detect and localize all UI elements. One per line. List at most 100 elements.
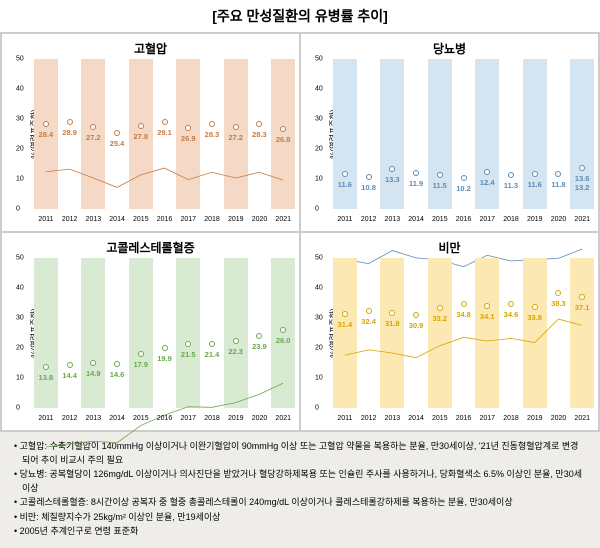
data-label: 11.3 <box>504 181 518 190</box>
x-tick: 2011 <box>333 415 357 422</box>
data-label: 31.8 <box>385 319 400 328</box>
x-tick: 2012 <box>58 216 82 223</box>
data-label: 31.4 <box>338 320 353 329</box>
data-label: 27.2 <box>86 133 101 142</box>
data-point <box>508 172 514 178</box>
data-label: 10.8 <box>361 183 376 192</box>
x-tick: 2018 <box>200 415 224 422</box>
data-point <box>209 121 215 127</box>
y-tick: 40 <box>315 86 323 93</box>
data-point <box>484 303 490 309</box>
data-point <box>67 119 73 125</box>
data-label: 30.9 <box>409 321 424 330</box>
plot-hypertension: %(연령표준화)0102030405028.428.927.225.427.82… <box>34 59 295 209</box>
y-tick: 20 <box>16 146 24 153</box>
data-label: 26.0 <box>276 336 291 345</box>
data-point <box>437 172 443 178</box>
data-point <box>366 174 372 180</box>
x-tick: 2014 <box>105 216 129 223</box>
x-tick: 2019 <box>523 415 547 422</box>
data-point <box>461 175 467 181</box>
y-tick: 30 <box>315 315 323 322</box>
x-tick: 2015 <box>428 216 452 223</box>
data-label: 14.6 <box>110 370 125 379</box>
y-tick: 30 <box>16 315 24 322</box>
data-label: 34.6 <box>504 310 519 319</box>
y-tick: 20 <box>315 345 323 352</box>
x-tick: 2014 <box>404 216 428 223</box>
data-point <box>114 361 120 367</box>
data-label: 21.4 <box>205 350 220 359</box>
y-tick: 40 <box>16 86 24 93</box>
data-label: 27.2 <box>228 133 243 142</box>
data-point <box>162 345 168 351</box>
data-label: 10.2 <box>456 184 471 193</box>
data-label: 21.5 <box>181 350 196 359</box>
data-label: 32.4 <box>361 317 376 326</box>
data-label: 27.8 <box>133 132 148 141</box>
data-point <box>233 338 239 344</box>
data-label: 23.9 <box>252 342 267 351</box>
x-tick: 2013 <box>81 216 105 223</box>
data-label: 37.1 <box>575 303 590 312</box>
data-label: 11.5 <box>433 181 447 190</box>
data-label: 14.9 <box>86 369 101 378</box>
data-point <box>138 351 144 357</box>
data-point <box>555 171 561 177</box>
y-tick: 0 <box>315 206 319 213</box>
data-point <box>90 360 96 366</box>
data-point <box>43 121 49 127</box>
data-label: 28.3 <box>205 130 220 139</box>
y-tick: 20 <box>16 345 24 352</box>
y-tick: 40 <box>315 285 323 292</box>
x-tick: 2016 <box>153 415 177 422</box>
x-tick: 2020 <box>547 216 571 223</box>
x-tick: 2018 <box>499 216 523 223</box>
data-point <box>43 364 49 370</box>
x-tick: 2013 <box>380 216 404 223</box>
data-point <box>233 124 239 130</box>
x-tick: 2020 <box>248 216 272 223</box>
x-tick: 2015 <box>428 415 452 422</box>
plot-diabetes: %(연령표준화)0102030405011.610.813.311.911.51… <box>333 59 594 209</box>
x-tick: 2016 <box>452 415 476 422</box>
data-point <box>185 341 191 347</box>
x-tick: 2012 <box>357 216 381 223</box>
plot-obesity: %(연령표준화)0102030405031.432.431.830.933.23… <box>333 258 594 408</box>
y-tick: 0 <box>16 405 20 412</box>
data-point <box>114 130 120 136</box>
data-label: 26.9 <box>181 134 196 143</box>
data-point <box>461 301 467 307</box>
data-label: 13.8 <box>39 373 54 382</box>
data-point <box>389 310 395 316</box>
data-point <box>256 333 262 339</box>
y-tick: 10 <box>16 375 24 382</box>
data-label: 11.6 <box>338 180 352 189</box>
data-point <box>342 311 348 317</box>
chart-grid: 고혈압%(연령표준화)0102030405028.428.927.225.427… <box>0 33 600 432</box>
data-point <box>532 171 538 177</box>
data-label: 26.8 <box>276 135 291 144</box>
data-point <box>209 341 215 347</box>
data-label-extra: 13.2 <box>575 183 590 192</box>
data-point <box>67 362 73 368</box>
data-label: 34.8 <box>456 310 471 319</box>
data-label: 11.8 <box>551 180 565 189</box>
data-point <box>138 123 144 129</box>
x-tick: 2017 <box>475 415 499 422</box>
data-label: 38.3 <box>551 299 566 308</box>
data-label: 22.3 <box>228 347 243 356</box>
x-tick: 2019 <box>224 216 248 223</box>
x-tick: 2012 <box>58 415 82 422</box>
data-label: 28.9 <box>62 128 77 137</box>
data-point <box>162 119 168 125</box>
y-tick: 30 <box>16 116 24 123</box>
data-label: 34.1 <box>480 312 495 321</box>
y-tick: 40 <box>16 285 24 292</box>
data-label: 17.9 <box>133 360 148 369</box>
y-tick: 50 <box>16 56 24 63</box>
x-tick: 2021 <box>570 415 594 422</box>
data-point <box>484 169 490 175</box>
data-label: 11.9 <box>409 179 423 188</box>
data-point <box>342 171 348 177</box>
